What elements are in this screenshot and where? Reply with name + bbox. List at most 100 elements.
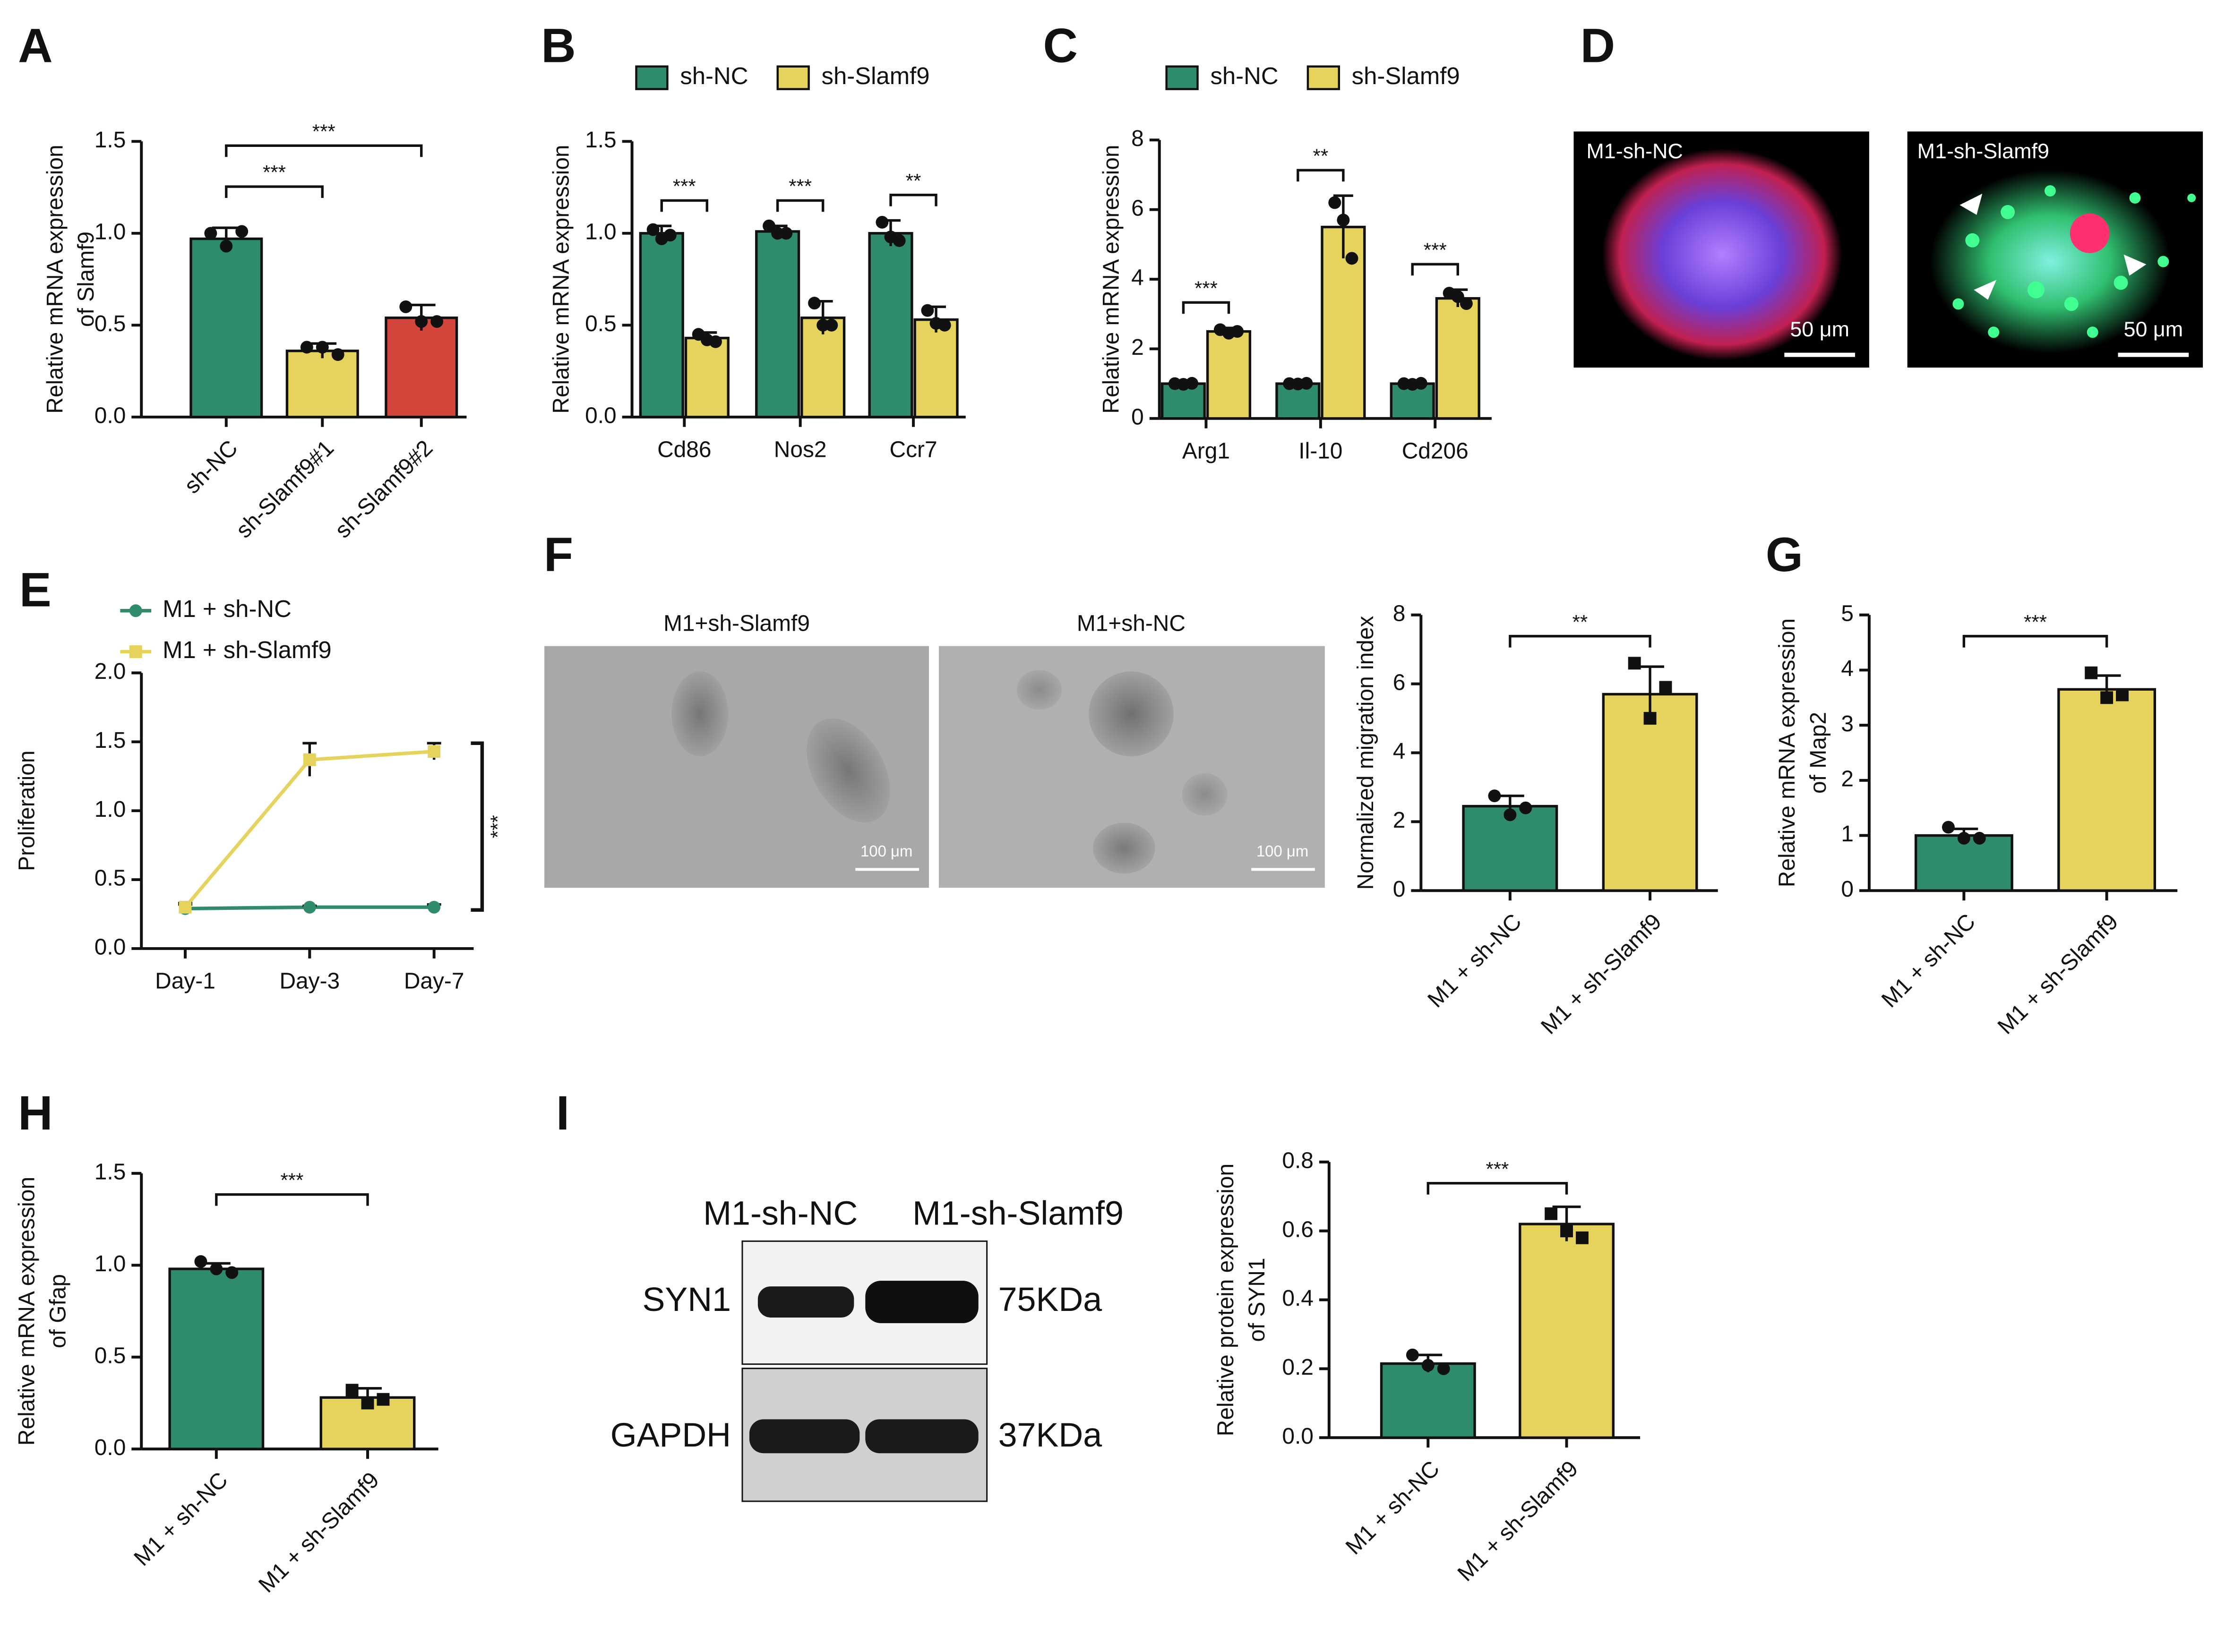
x-tick-label: M1 + sh-Slamf9 — [254, 1467, 384, 1597]
data-point — [1942, 821, 1955, 834]
legend-swatch — [1306, 65, 1340, 90]
y-tick-label: 1.0 — [95, 797, 126, 822]
bar — [385, 317, 458, 419]
panel-label: E — [19, 563, 52, 617]
y-tick-label: 0.5 — [585, 311, 617, 336]
data-point — [2100, 691, 2114, 704]
significance-label: *** — [1194, 277, 1218, 299]
x-tick-label: Il-10 — [1298, 438, 1342, 463]
significance-bracket — [889, 194, 937, 206]
data-point — [1231, 325, 1244, 338]
x-tick-label: M1 + sh-NC — [1341, 1456, 1444, 1559]
data-point — [1560, 1224, 1573, 1238]
data-point — [1973, 831, 1986, 845]
protein-label: GAPDH — [610, 1416, 731, 1454]
x-tick-label: M1 + sh-NC — [1423, 909, 1527, 1012]
image-label: M1+sh-NC — [1077, 611, 1186, 636]
bar — [1602, 693, 1698, 892]
y-tick-label: 6 — [1131, 196, 1144, 221]
y-axis-label: Normalized migration index — [1353, 616, 1378, 890]
cell — [2070, 213, 2110, 253]
cell-cluster — [1930, 170, 2171, 354]
data-point — [1659, 681, 1672, 694]
legend-label: M1 + sh-NC — [163, 595, 292, 622]
panel-label: I — [556, 1086, 569, 1140]
data-point — [1488, 789, 1501, 803]
marker — [179, 900, 192, 914]
significance-label: *** — [263, 161, 286, 183]
bar — [189, 237, 263, 419]
panel-label: C — [1043, 19, 1078, 73]
bar — [868, 232, 913, 419]
y-tick-label: 0.5 — [95, 1343, 126, 1368]
x-tick-label: M1 + sh-Slamf9 — [1536, 909, 1666, 1039]
y-axis-label: Relative mRNA expression — [549, 145, 574, 413]
marker — [303, 753, 316, 766]
legend-label: sh-Slamf9 — [822, 62, 930, 89]
x-tick-label: sh-Slamf9#2 — [330, 436, 438, 543]
y-tick-label: 8 — [1131, 126, 1144, 151]
y-tick-label: 0.6 — [1282, 1217, 1314, 1242]
y-tick-label: 1.5 — [95, 728, 126, 753]
y-tick-label: 0 — [1131, 404, 1144, 429]
cell-cluster — [1602, 148, 1843, 361]
band — [865, 1281, 979, 1323]
bar — [800, 317, 846, 419]
significance-label: *** — [280, 1169, 303, 1191]
data-point — [220, 240, 233, 253]
data-point — [808, 297, 821, 310]
data-point — [316, 341, 329, 354]
legend-marker — [129, 604, 142, 617]
data-point — [361, 1396, 374, 1410]
x-tick-label: Day-7 — [404, 968, 464, 993]
legend-swatch — [776, 65, 810, 90]
bar — [1380, 1362, 1476, 1439]
x-tick-label: sh-NC — [180, 436, 242, 498]
significance-bracket — [225, 185, 324, 198]
data-point — [1414, 377, 1427, 390]
data-point — [1300, 377, 1313, 390]
bar — [1519, 1223, 1615, 1439]
data-point — [1328, 196, 1341, 209]
bar — [1206, 330, 1252, 420]
data-point — [663, 229, 677, 242]
y-axis-label: Relative mRNA expression — [1099, 145, 1124, 413]
bar — [639, 232, 684, 419]
image-label: M1-sh-Slamf9 — [1917, 139, 2049, 163]
y-tick-label: 1.0 — [585, 219, 617, 244]
y-axis-label: Relative mRNA expression — [43, 145, 68, 413]
significance-label: *** — [486, 815, 508, 838]
bar — [2057, 688, 2157, 892]
panel-label: D — [1581, 19, 1615, 73]
scale-label: 100 μm — [1256, 842, 1308, 860]
y-tick-label: 1.0 — [95, 1251, 126, 1276]
significance-bracket — [1297, 169, 1345, 182]
y-tick-label: 0.0 — [95, 1435, 126, 1460]
y-tick-label: 1 — [1841, 822, 1854, 847]
y-tick-label: 5 — [1841, 601, 1854, 626]
marker — [428, 900, 441, 914]
legend-label: M1 + sh-Slamf9 — [163, 636, 332, 663]
significance-bracket — [1426, 1181, 1568, 1195]
significance-label: ** — [1573, 611, 1588, 633]
y-tick-label: 4 — [1131, 265, 1144, 291]
data-point — [2085, 666, 2098, 679]
significance-label: *** — [1424, 239, 1447, 261]
cell-cluster — [807, 718, 890, 823]
data-point — [646, 223, 660, 236]
data-point — [1545, 1207, 1558, 1220]
data-point — [1451, 290, 1464, 303]
scale-label: 50 μm — [2124, 317, 2183, 341]
y-tick-label: 4 — [1841, 656, 1854, 681]
y-tick-label: 0.4 — [1282, 1286, 1314, 1311]
y-tick-label: 0.2 — [1282, 1355, 1314, 1380]
significance-label: ** — [1313, 145, 1329, 167]
cell-cluster — [671, 671, 729, 756]
y-axis-label: Relative protein expression — [1213, 1164, 1238, 1436]
data-point — [1421, 1359, 1435, 1372]
significance-bracket — [471, 741, 484, 912]
scale-label: 100 μm — [860, 842, 912, 860]
data-point — [204, 227, 217, 240]
